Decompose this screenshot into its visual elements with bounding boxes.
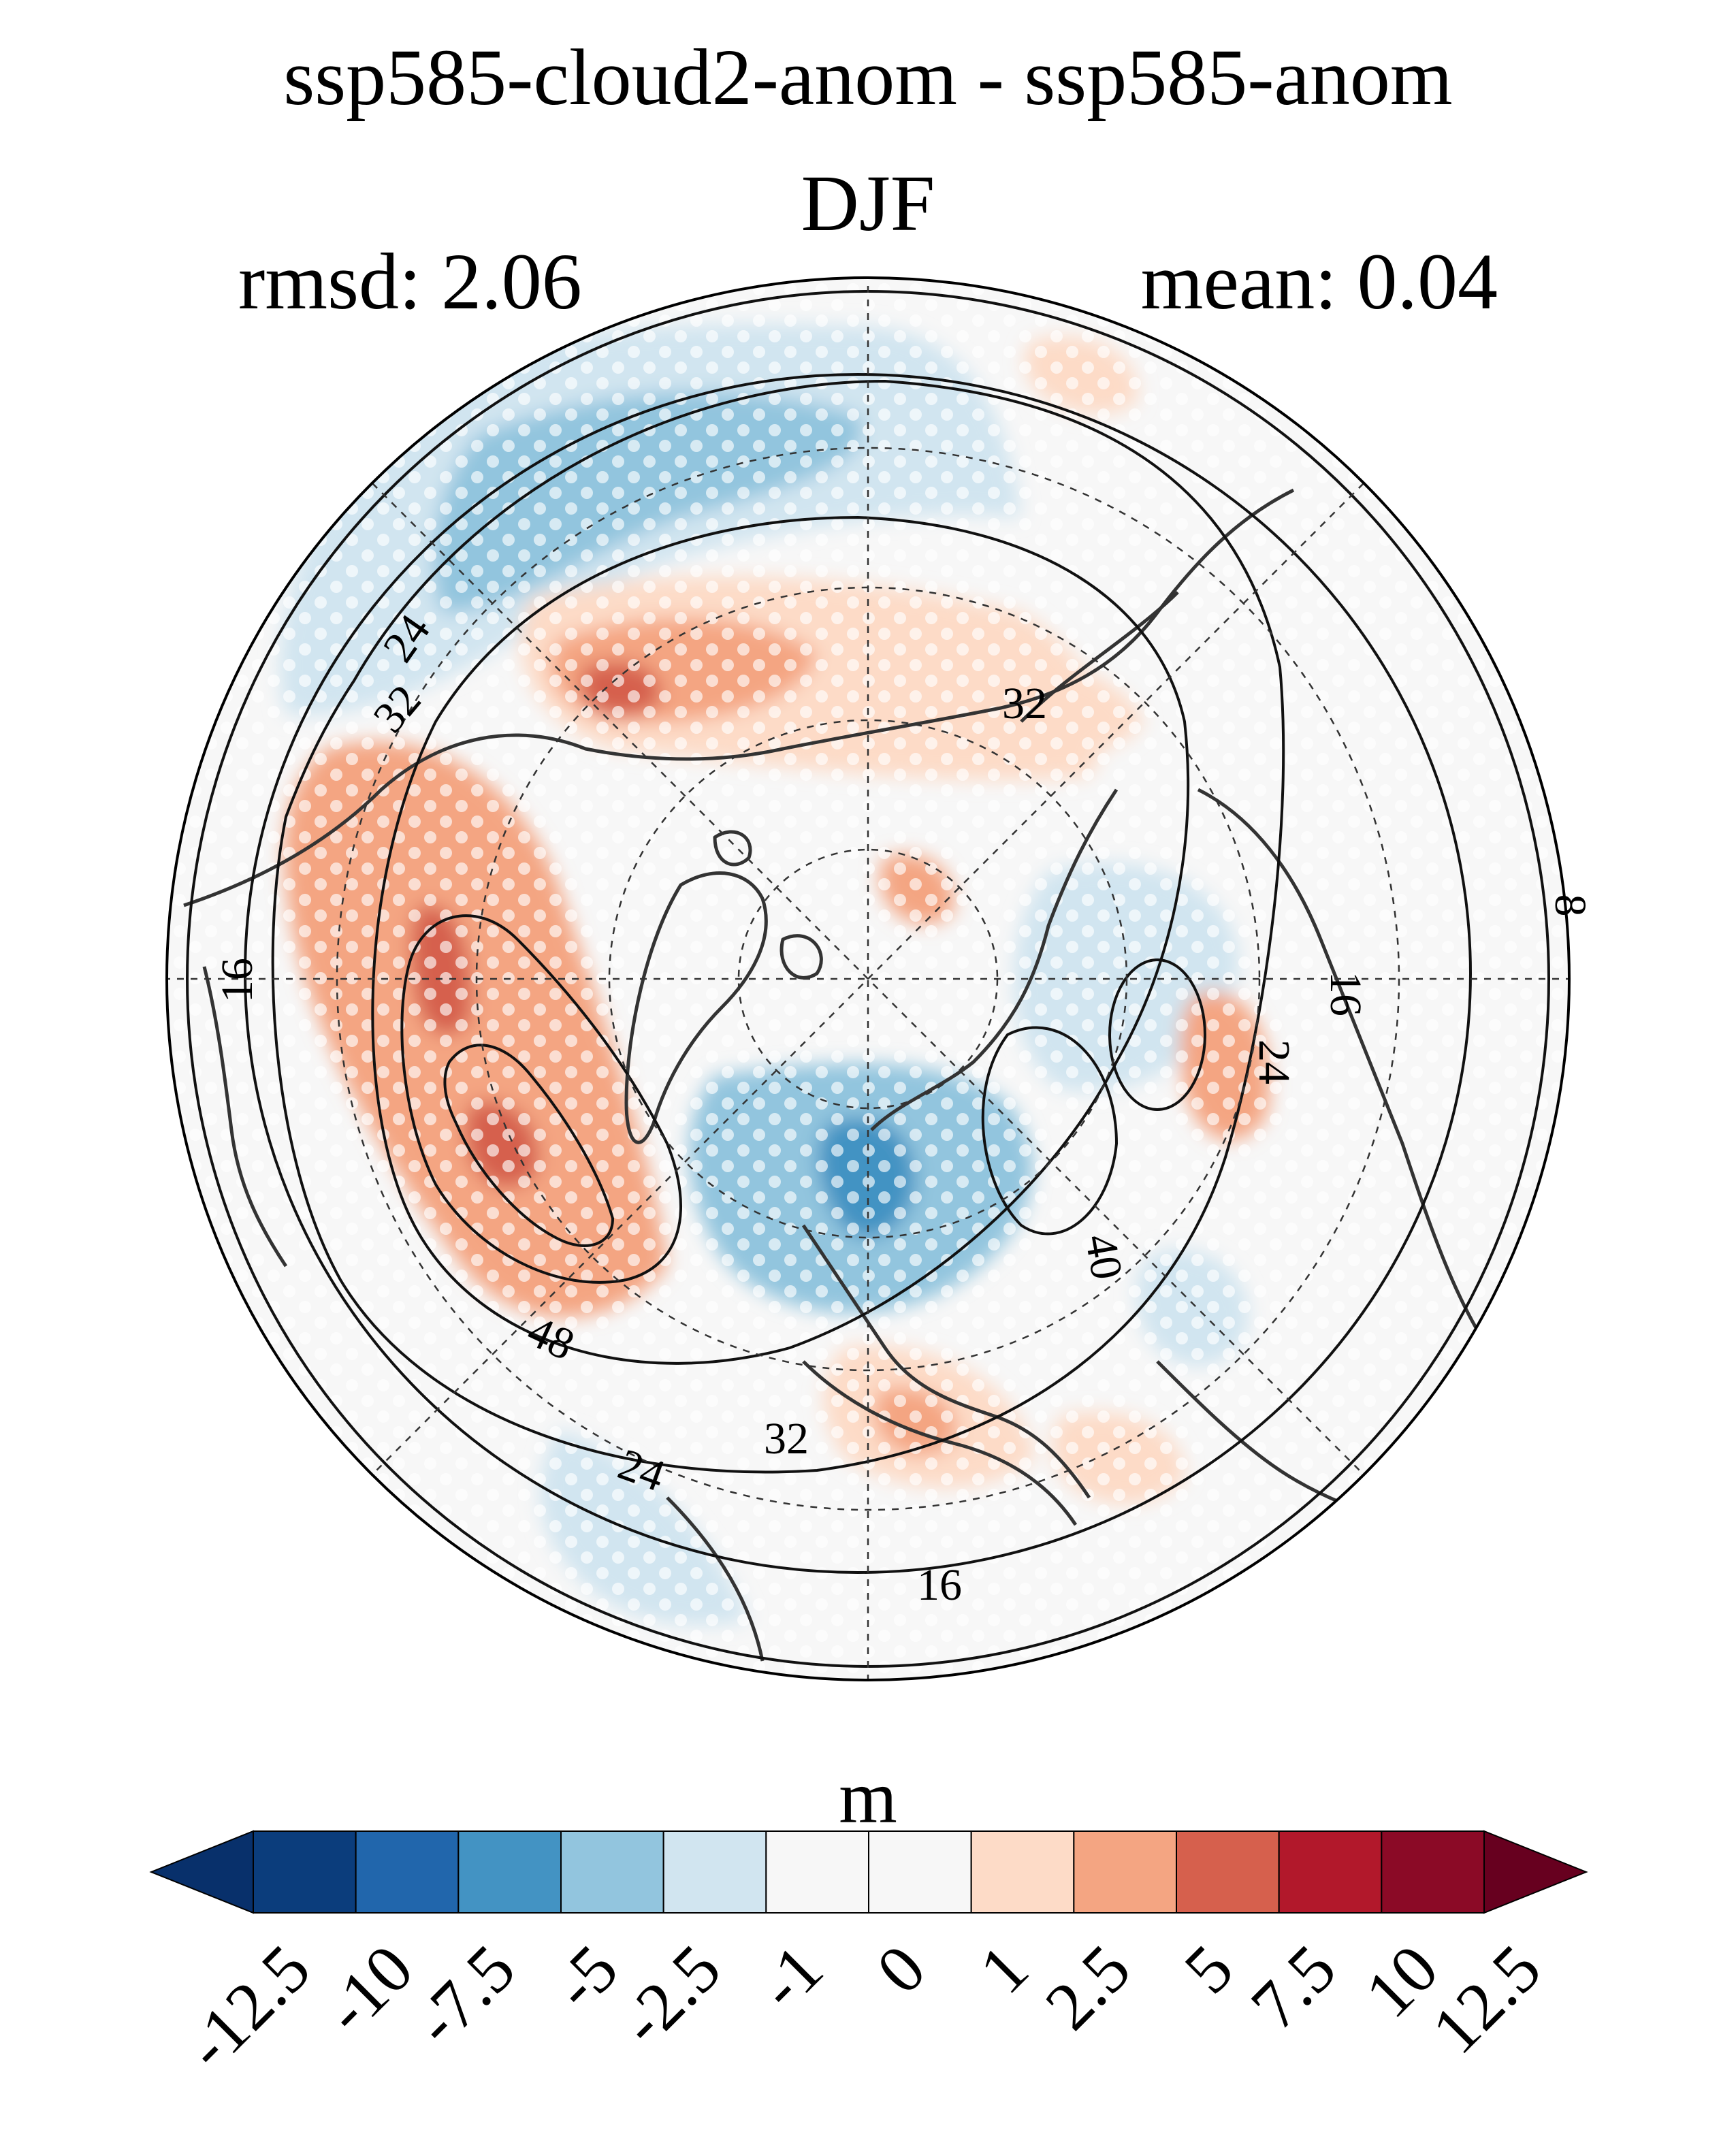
contour-32: [371, 515, 1190, 1365]
colorbar-box: [253, 1830, 357, 1914]
contour-16-outer: [244, 373, 1472, 1574]
colorbar-box: [970, 1830, 1075, 1914]
colorbar-box: [457, 1830, 562, 1914]
coastline-arctic-islands: [713, 830, 823, 980]
colorbar-box: [868, 1830, 972, 1914]
rmsd-label: rmsd: 2.06: [238, 237, 582, 326]
colorbar-extend-high: [1483, 1830, 1588, 1914]
contour-label-32-south: 32: [764, 1414, 809, 1464]
contour-label-16-west: 16: [212, 958, 262, 1003]
contour-label-16-south: 16: [917, 1560, 962, 1610]
colorbar-boxes: [149, 1830, 1588, 1914]
mean-label: mean: 0.04: [1140, 237, 1498, 326]
coastline-alaska: [1020, 591, 1179, 723]
map-border: [165, 276, 1571, 1681]
coastline-eurasia-north: [870, 788, 1119, 1131]
coastline-asia-east: [1197, 788, 1500, 1363]
polar-map: 8 16 16 16 24 24 24 32 32 32 40 48: [165, 276, 1595, 1681]
latitude-circle-50: [336, 447, 1400, 1511]
colorbar-box: [765, 1830, 870, 1914]
contour-32-siberia: [1108, 958, 1206, 1111]
contour-label-16-east: 16: [1321, 971, 1370, 1016]
contour-label-24-east: 24: [1249, 1039, 1299, 1084]
coastline-europe: [801, 1224, 1091, 1499]
colorbar-box: [1176, 1830, 1280, 1914]
colorbar-box: [355, 1830, 460, 1914]
colorbar-units: m: [839, 1756, 897, 1839]
contour-label-32-northeast: 32: [1002, 679, 1047, 728]
coastline-mediterranean: [802, 1360, 1078, 1526]
coastline-greenland: [624, 871, 768, 1144]
colorbar-box: [560, 1830, 664, 1914]
colorbar-box: [1381, 1830, 1485, 1914]
plot-title: ssp585-cloud2-anom - ssp585-anom: [283, 33, 1453, 122]
colorbar-box: [662, 1830, 767, 1914]
graticule: [167, 278, 1569, 1680]
contour-48: [443, 1044, 615, 1247]
coastline-north-america: [183, 488, 1295, 907]
latitude-circle-70: [608, 719, 1128, 1239]
coastline-west-america: [202, 966, 288, 1268]
height-contours: [186, 290, 1550, 1668]
contour-label-8: 8: [1545, 894, 1595, 917]
colorbar-box: [1278, 1830, 1383, 1914]
coastline-africa: [666, 1496, 765, 1662]
plot-season: DJF: [801, 159, 935, 248]
contour-40: [400, 914, 682, 1284]
contour-40-east: [981, 1026, 1119, 1236]
meridian-diag-2: [372, 483, 1364, 1475]
contour-24: [271, 379, 1285, 1474]
colorbar-extend-low: [149, 1830, 254, 1914]
contour-label-40: 40: [1075, 1230, 1131, 1283]
colorbar-box: [1073, 1830, 1178, 1914]
